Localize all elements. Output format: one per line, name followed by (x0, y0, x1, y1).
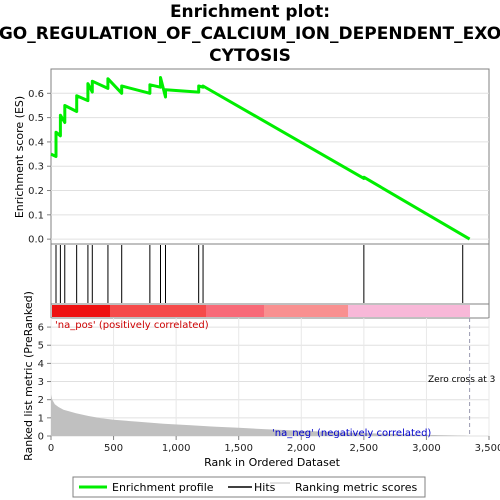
x-tick-label: 3,000 (412, 443, 441, 454)
x-tick-label: 0 (48, 443, 54, 454)
x-tick-label: 1,000 (162, 443, 191, 454)
rank-y-ticks: 0 1 2 3 4 5 6 (38, 323, 51, 443)
enrichment-profile-line (50, 76, 471, 241)
es-tick-label: 0.5 (28, 113, 44, 124)
ranked-metric-plot-area (50, 317, 490, 437)
rank-color-bar (50, 303, 490, 319)
color-bar-segment-pink (348, 305, 470, 317)
legend-ranking-metric-scores: Ranking metric scores (295, 481, 417, 494)
legend: Enrichment profile Hits Ranking metric s… (72, 476, 426, 498)
legend-hits: Hits (254, 481, 276, 494)
rank-y-tick-label: 5 (38, 341, 44, 352)
rank-x-ticks: 0 500 1,000 1,500 2,000 2,500 3,000 3,500 (48, 436, 500, 454)
chart-title-line-1: Enrichment plot: (170, 2, 330, 22)
chart-title-line-3: CYTOSIS (209, 46, 291, 66)
es-y-ticks: 0.0 0.1 0.2 0.3 0.4 0.5 0.6 (28, 89, 51, 246)
rank-y-tick-label: 6 (38, 323, 44, 334)
color-bar-segment-pink-red (206, 305, 264, 317)
es-tick-label: 0.1 (28, 210, 44, 221)
es-tick-label: 0.2 (28, 186, 44, 197)
x-axis-label: Rank in Ordered Dataset (204, 456, 341, 469)
es-y-axis-label: Enrichment score (ES) (13, 96, 26, 218)
enrichment-score-panel: 0.0 0.1 0.2 0.3 0.4 0.5 0.6 Enrichment score (… (13, 68, 490, 246)
x-tick-label: 2,500 (350, 443, 379, 454)
es-tick-label: 0.3 (28, 162, 44, 173)
x-tick-label: 1,500 (224, 443, 253, 454)
rank-y-tick-label: 3 (38, 377, 44, 388)
chart-title-line-2: GO_REGULATION_OF_CALCIUM_ION_DEPENDENT_E… (0, 24, 500, 44)
legend-enrichment-profile: Enrichment profile (112, 481, 214, 494)
es-tick-label: 0.4 (28, 137, 44, 148)
color-bar-segment-red (110, 305, 206, 317)
zero-cross-label: Zero cross at 3 (428, 375, 495, 385)
rank-y-tick-label: 4 (38, 359, 44, 370)
hits-area (50, 243, 490, 305)
na-neg-label: 'na_neg' (negatively correlated) (272, 428, 431, 439)
rank-y-tick-label: 2 (38, 395, 44, 406)
es-gridlines (51, 92, 489, 240)
rank-y-tick-label: 0 (38, 432, 44, 443)
ranking-metric-area (51, 394, 470, 436)
hits-panel (50, 243, 490, 305)
x-tick-label: 2,000 (287, 443, 316, 454)
es-tick-label: 0.0 (28, 235, 44, 246)
rank-y-axis-label: Ranked list metric (PreRanked) (22, 291, 35, 461)
es-tick-label: 0.6 (28, 89, 44, 100)
x-tick-label: 3,500 (475, 443, 500, 454)
hit-markers (55, 245, 464, 303)
x-tick-label: 500 (104, 443, 123, 454)
es-plot-area (50, 68, 490, 245)
color-bar-segment-light-red (264, 305, 348, 317)
ranked-metric-panel: 0 1 2 3 4 5 6 'na_pos' (positively correlated)… (22, 291, 495, 461)
na-pos-label: 'na_pos' (positively correlated) (55, 320, 209, 331)
rank-y-tick-label: 1 (38, 413, 44, 424)
color-bar-segment-dark-red (52, 305, 110, 317)
